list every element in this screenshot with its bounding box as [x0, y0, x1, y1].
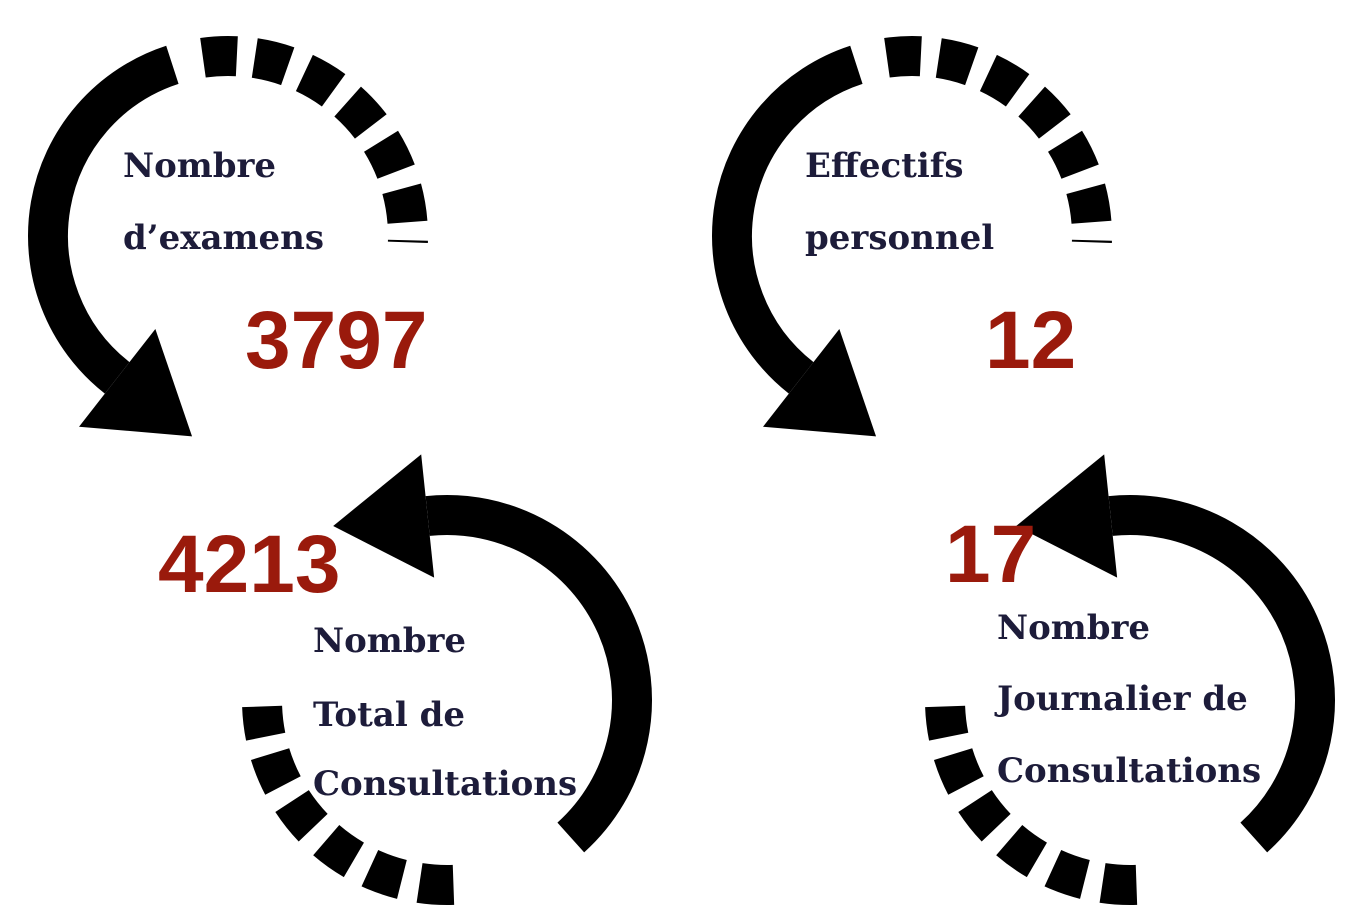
stat-label: personnel — [805, 218, 994, 258]
dashed-arc — [200, 36, 428, 243]
stat-value: 3797 — [245, 295, 427, 386]
stat-label: Nombre — [123, 146, 276, 186]
arrow-head — [763, 328, 877, 437]
arrow-head — [333, 454, 435, 578]
stat-label: Nombre — [313, 621, 466, 661]
stat-label: Consultations — [997, 751, 1261, 791]
stat-label: d’examens — [123, 218, 324, 258]
arrow-head — [1016, 454, 1118, 578]
stat-label: Nombre — [997, 608, 1150, 648]
stat-label: Consultations — [313, 764, 577, 804]
stat-label: Journalier de — [994, 679, 1248, 719]
dashed-arc — [884, 36, 1112, 243]
stat-value: 17 — [945, 509, 1036, 600]
arrow-arc — [1108, 495, 1335, 853]
stat-label: Total de — [313, 695, 465, 735]
arrow-head — [79, 328, 193, 437]
stat-label: Effectifs — [805, 146, 964, 186]
stat-value: 4213 — [158, 519, 340, 610]
arrow-arc — [425, 495, 652, 853]
dashed-arc — [925, 705, 1138, 905]
arrow-arc — [712, 45, 863, 394]
arrow-arc — [28, 45, 179, 394]
stat-value: 12 — [985, 295, 1076, 386]
